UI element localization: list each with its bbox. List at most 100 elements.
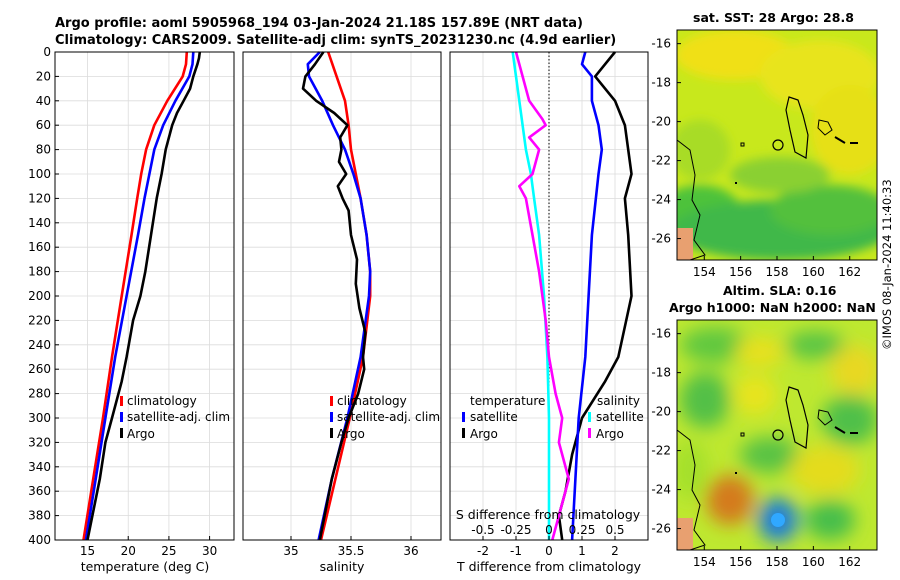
- legend-swatch-satellite: [120, 412, 123, 422]
- legend-swatch-temp-argo: [462, 428, 465, 438]
- x-tick-label: 1: [578, 544, 586, 558]
- y-tick-label: 160: [28, 240, 51, 254]
- series-salinity-satellite: [570, 51, 604, 541]
- salinity-grid: [243, 52, 441, 540]
- x-tick-label: 30: [202, 544, 217, 558]
- x-tick-label: 35: [283, 544, 298, 558]
- sla-map-title-line-1: Altim. SLA: 0.16: [723, 283, 837, 298]
- series-climatology: [82, 51, 189, 541]
- s-difference-axis: -0.5 -0.25 0 0.25 0.5: [471, 523, 624, 537]
- temperature-legend: climatology satellite-adj. clim Argo: [120, 394, 230, 441]
- lat-tick-label: -22: [651, 444, 671, 458]
- lat-tick-label: -18: [651, 76, 671, 90]
- legend-label-argo: Argo: [127, 427, 155, 441]
- series-argo: [86, 51, 202, 541]
- sst-lon-axis: 154 156 158 160 162: [693, 256, 861, 279]
- temperature-axis: 15 20 25 30: [80, 536, 217, 558]
- sla-map: -16 -18 -20 -22 -24 -26 154 156 158 160 162: [651, 319, 878, 569]
- y-tick-label: 360: [28, 484, 51, 498]
- x-tick-label: 20: [121, 544, 136, 558]
- sla-map-title-line-2: Argo h1000: NaN h2000: NaN: [669, 300, 876, 315]
- lat-tick-label: -16: [651, 327, 671, 341]
- lon-tick-label: 160: [802, 555, 825, 569]
- difference-lines: [511, 51, 633, 541]
- y-tick-label: 260: [28, 362, 51, 376]
- legend-swatch-argo: [120, 428, 123, 438]
- legend-label-satellite: satellite-adj. clim: [127, 410, 230, 424]
- lon-tick-label: 158: [766, 555, 789, 569]
- x-tick-label: 25: [161, 544, 176, 558]
- argo-position-marker: [772, 139, 784, 151]
- t-difference-xlabel: T difference from climatology: [456, 559, 642, 574]
- lon-tick-label: 156: [729, 555, 752, 569]
- legend-swatch-climatology: [330, 396, 333, 406]
- lat-tick-label: -20: [651, 405, 671, 419]
- lat-tick-label: -18: [651, 366, 671, 380]
- lat-tick-label: -22: [651, 154, 671, 168]
- legend-title-salinity: salinity: [597, 394, 640, 408]
- y-tick-label: 40: [36, 94, 51, 108]
- s-tick-label: -0.5: [471, 523, 494, 537]
- difference-grid: [450, 52, 648, 540]
- series-satellite-adj-clim: [84, 51, 195, 541]
- lat-tick-label: -20: [651, 115, 671, 129]
- series-salinity-argo: [514, 51, 571, 541]
- y-tick-label: 200: [28, 289, 51, 303]
- lon-tick-label: 154: [693, 555, 716, 569]
- legend-label-argo: Argo: [337, 427, 365, 441]
- legend-swatch-sal-satellite: [588, 412, 591, 422]
- y-tick-label: 20: [36, 69, 51, 83]
- legend-label-temp-satellite: satellite: [470, 410, 518, 424]
- temperature-panel: 0 20 40 60 80 100 120 140 160 180 200 220 240 260 280 3…: [28, 45, 235, 574]
- y-tick-label: 380: [28, 509, 51, 523]
- lat-tick-label: -26: [651, 522, 671, 536]
- legend-label-sal-argo: Argo: [596, 427, 624, 441]
- y-tick-label: 220: [28, 313, 51, 327]
- legend-swatch-satellite: [330, 412, 333, 422]
- argo-position-marker: [772, 429, 784, 441]
- series-temperature-argo: [557, 51, 633, 541]
- legend-label-satellite: satellite-adj. clim: [337, 410, 440, 424]
- sla-lat-axis: -16 -18 -20 -22 -24 -26: [651, 327, 681, 536]
- t-difference-axis: -2 -1 0 1 2: [477, 536, 619, 558]
- x-tick-label: 2: [611, 544, 619, 558]
- y-tick-label: 320: [28, 435, 51, 449]
- sst-map-title: sat. SST: 28 Argo: 28.8: [693, 10, 854, 25]
- x-tick-label: -1: [510, 544, 522, 558]
- series-argo: [301, 51, 367, 541]
- lat-tick-label: -24: [651, 483, 671, 497]
- y-tick-label: 180: [28, 265, 51, 279]
- lat-tick-label: -26: [651, 232, 671, 246]
- y-tick-label: 400: [28, 533, 51, 547]
- s-tick-label: 0.25: [569, 523, 596, 537]
- lon-tick-label: 156: [729, 265, 752, 279]
- temperature-grid: [55, 52, 234, 540]
- difference-panel: -2 -1 0 1 2 -0.5 -0.25 0 0.25 0.5 S difference f…: [449, 51, 649, 574]
- sla-lon-axis: 154 156 158 160 162: [693, 546, 861, 569]
- y-tick-label: 280: [28, 387, 51, 401]
- salinity-lines: [301, 51, 372, 541]
- x-tick-label: 0: [545, 544, 553, 558]
- lat-tick-label: -16: [651, 37, 671, 51]
- lon-tick-label: 162: [838, 555, 861, 569]
- s-tick-label: -0.25: [500, 523, 531, 537]
- x-tick-label: 36: [403, 544, 418, 558]
- lon-tick-label: 158: [766, 265, 789, 279]
- s-tick-label: 0.5: [605, 523, 624, 537]
- y-tick-label: 340: [28, 460, 51, 474]
- legend-title-temperature: temperature: [470, 394, 545, 408]
- y-tick-label: 60: [36, 118, 51, 132]
- salinity-panel: 35 35.5 36 salinity climatology satellite-…: [242, 51, 442, 574]
- y-tick-label: 80: [36, 143, 51, 157]
- difference-legend: temperature satellite Argo salinity sate…: [462, 394, 644, 441]
- lon-tick-label: 154: [693, 265, 716, 279]
- sst-map: -16 -18 -20 -22 -24 -26 154 156 158 160 162: [651, 29, 878, 279]
- y-tick-label: 300: [28, 411, 51, 425]
- y-tick-label: 140: [28, 216, 51, 230]
- legend-label-temp-argo: Argo: [470, 427, 498, 441]
- legend-label-sal-satellite: satellite: [596, 410, 644, 424]
- y-tick-label: 120: [28, 191, 51, 205]
- legend-swatch-sal-argo: [588, 428, 591, 438]
- salinity-xlabel: salinity: [320, 559, 365, 574]
